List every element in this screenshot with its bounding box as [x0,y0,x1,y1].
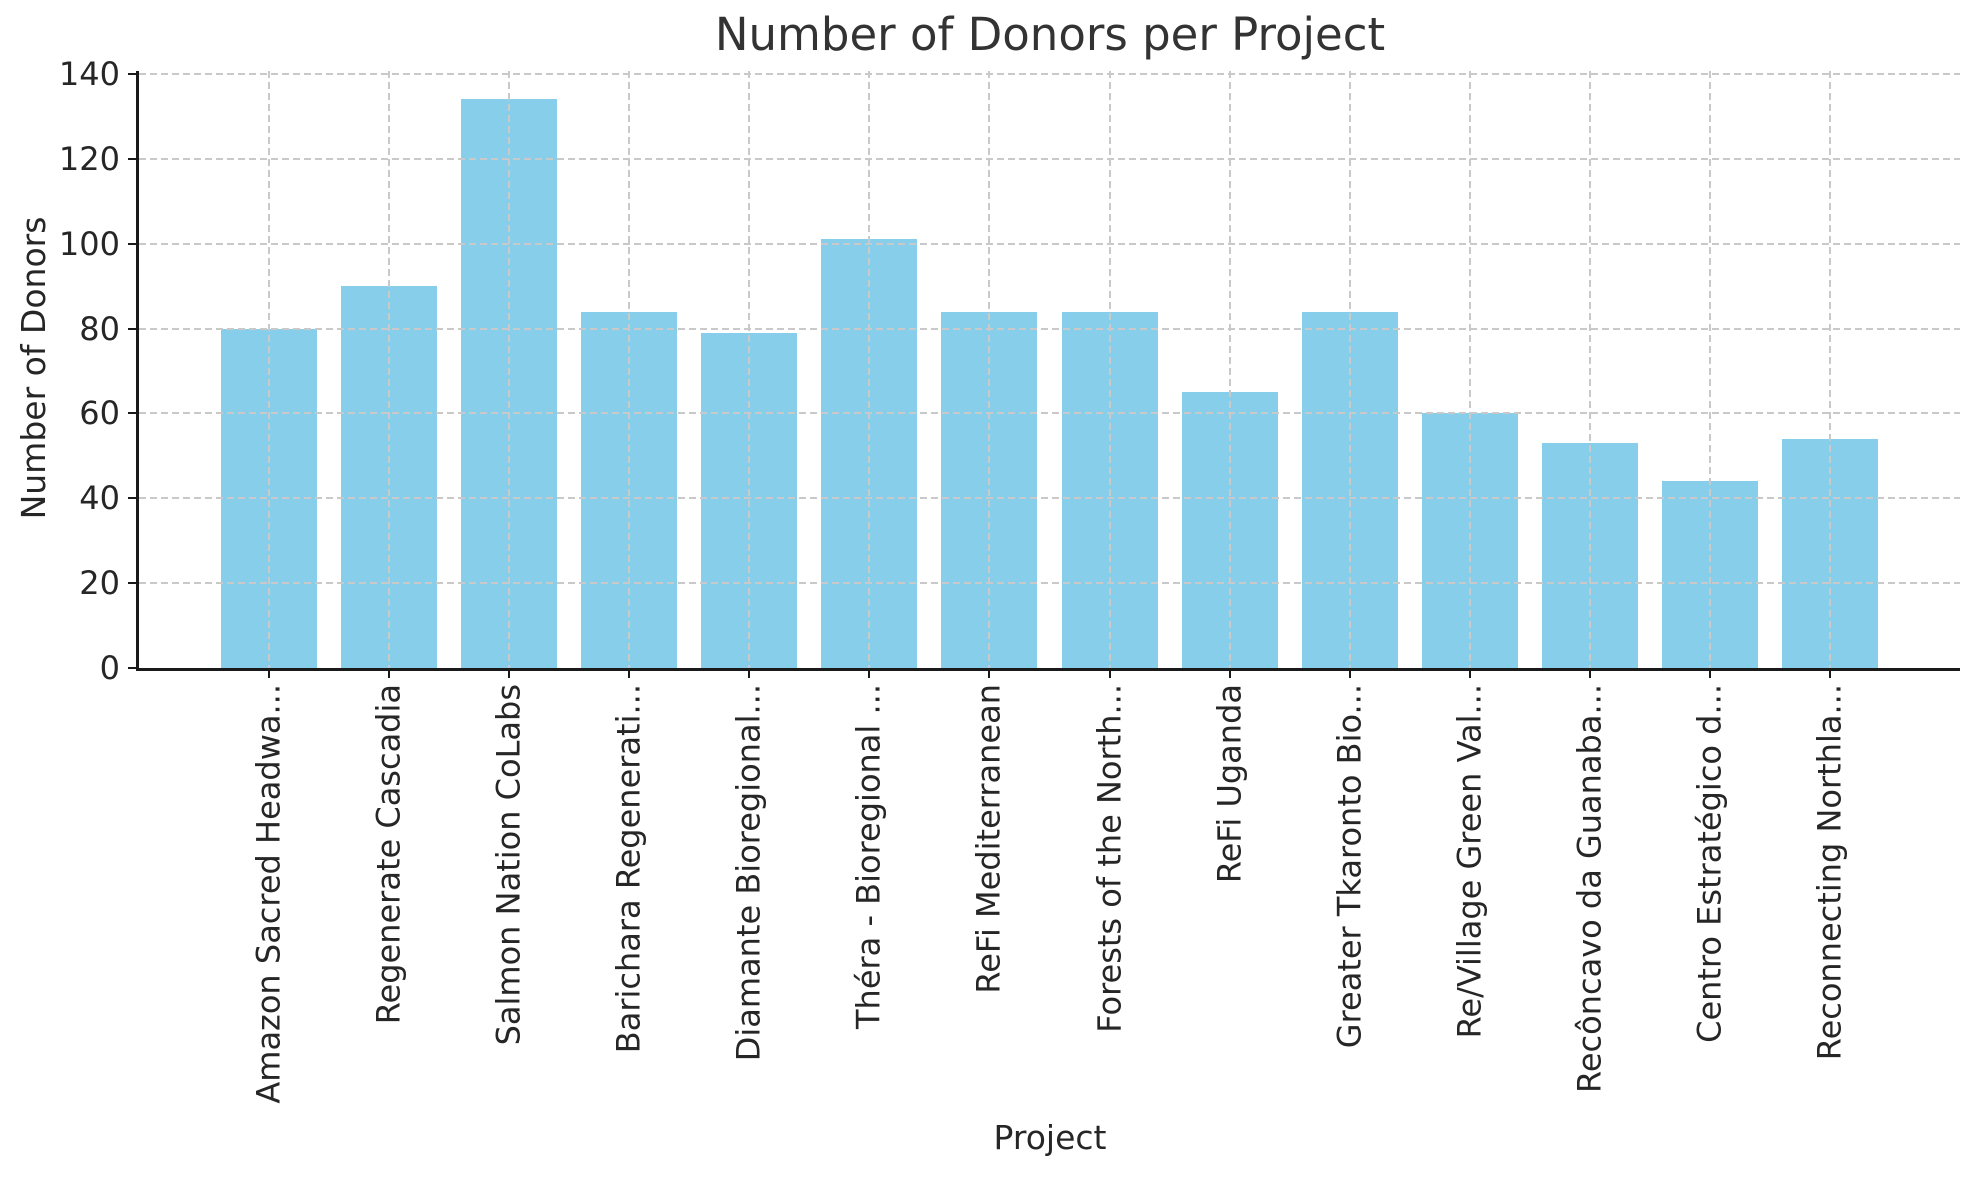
horizontal-gridline [139,157,1960,160]
y-tick-label: 40 [79,479,120,518]
x-tick-label: Reconnecting Northla... [1810,684,1849,1061]
vertical-gridline [508,71,511,668]
x-tick-label: Regenerate Cascadia [369,684,408,1025]
y-tick-label: 140 [58,54,120,93]
x-tick-mark [1468,671,1471,678]
vertical-gridline [628,71,631,668]
vertical-gridline [268,71,270,668]
x-tick-label: Re/Village Green Val... [1450,684,1489,1039]
vertical-gridline [1588,71,1591,668]
x-tick-mark [868,671,871,678]
vertical-gridline [988,71,991,668]
y-tick-label: 120 [58,139,120,178]
x-tick-mark [1708,671,1711,678]
x-tick-mark [1228,671,1231,678]
x-tick-mark [988,671,991,678]
x-tick-label: Théra - Bioregional ... [849,684,888,1029]
vertical-gridline [1829,71,1831,668]
horizontal-gridline [139,327,1960,330]
y-tick-label: 0 [99,649,120,687]
x-tick-mark [748,671,751,678]
vertical-gridline [1348,71,1351,668]
x-tick-label: Centro Estratégico d... [1690,684,1729,1043]
x-axis-label: Project [993,1118,1107,1157]
horizontal-gridline [139,72,1960,75]
x-tick-mark [1108,671,1111,678]
x-tick-label: ReFi Mediterranean [969,684,1008,994]
x-tick-mark [1348,671,1351,678]
horizontal-gridline [139,582,1960,585]
x-axis-spine [136,668,1960,671]
y-tick-label: 100 [58,224,120,263]
y-tick-label: 20 [79,564,120,603]
x-tick-label: Greater Tkaronto Bio... [1330,684,1369,1049]
x-tick-label: Recôncavo da Guanaba... [1570,684,1609,1093]
y-axis-spine [136,71,139,671]
y-tick-mark [128,327,136,330]
x-tick-mark [1829,671,1831,678]
horizontal-gridline [139,497,1960,500]
y-tick-mark [128,497,136,500]
x-tick-mark [268,671,270,678]
horizontal-gridline [139,412,1960,415]
x-tick-label: Barichara Regenerati... [609,684,648,1054]
y-tick-mark [128,412,136,415]
x-tick-label: Salmon Nation CoLabs [489,684,528,1046]
x-tick-mark [1588,671,1591,678]
vertical-gridline [1108,71,1111,668]
x-tick-label: ReFi Uganda [1210,684,1249,884]
vertical-gridline [1468,71,1471,668]
y-tick-mark [128,667,136,669]
x-tick-label: Forests of the North... [1089,684,1128,1033]
y-tick-mark [128,242,136,245]
vertical-gridline [1228,71,1231,668]
y-tick-mark [128,72,136,75]
x-tick-mark [628,671,631,678]
vertical-gridline [868,71,871,668]
x-tick-mark [388,671,391,678]
chart-title: Number of Donors per Project [714,8,1386,61]
x-tick-label: Amazon Sacred Headwa... [249,684,288,1104]
horizontal-gridline [139,242,1960,245]
y-tick-mark [128,582,136,585]
x-tick-mark [508,671,511,678]
y-tick-label: 80 [79,309,120,348]
x-tick-label: Diamante Bioregional... [729,684,768,1062]
vertical-gridline [748,71,751,668]
y-tick-mark [128,157,136,160]
vertical-gridline [388,71,391,668]
vertical-gridline [1708,71,1711,668]
y-tick-label: 60 [79,394,120,433]
